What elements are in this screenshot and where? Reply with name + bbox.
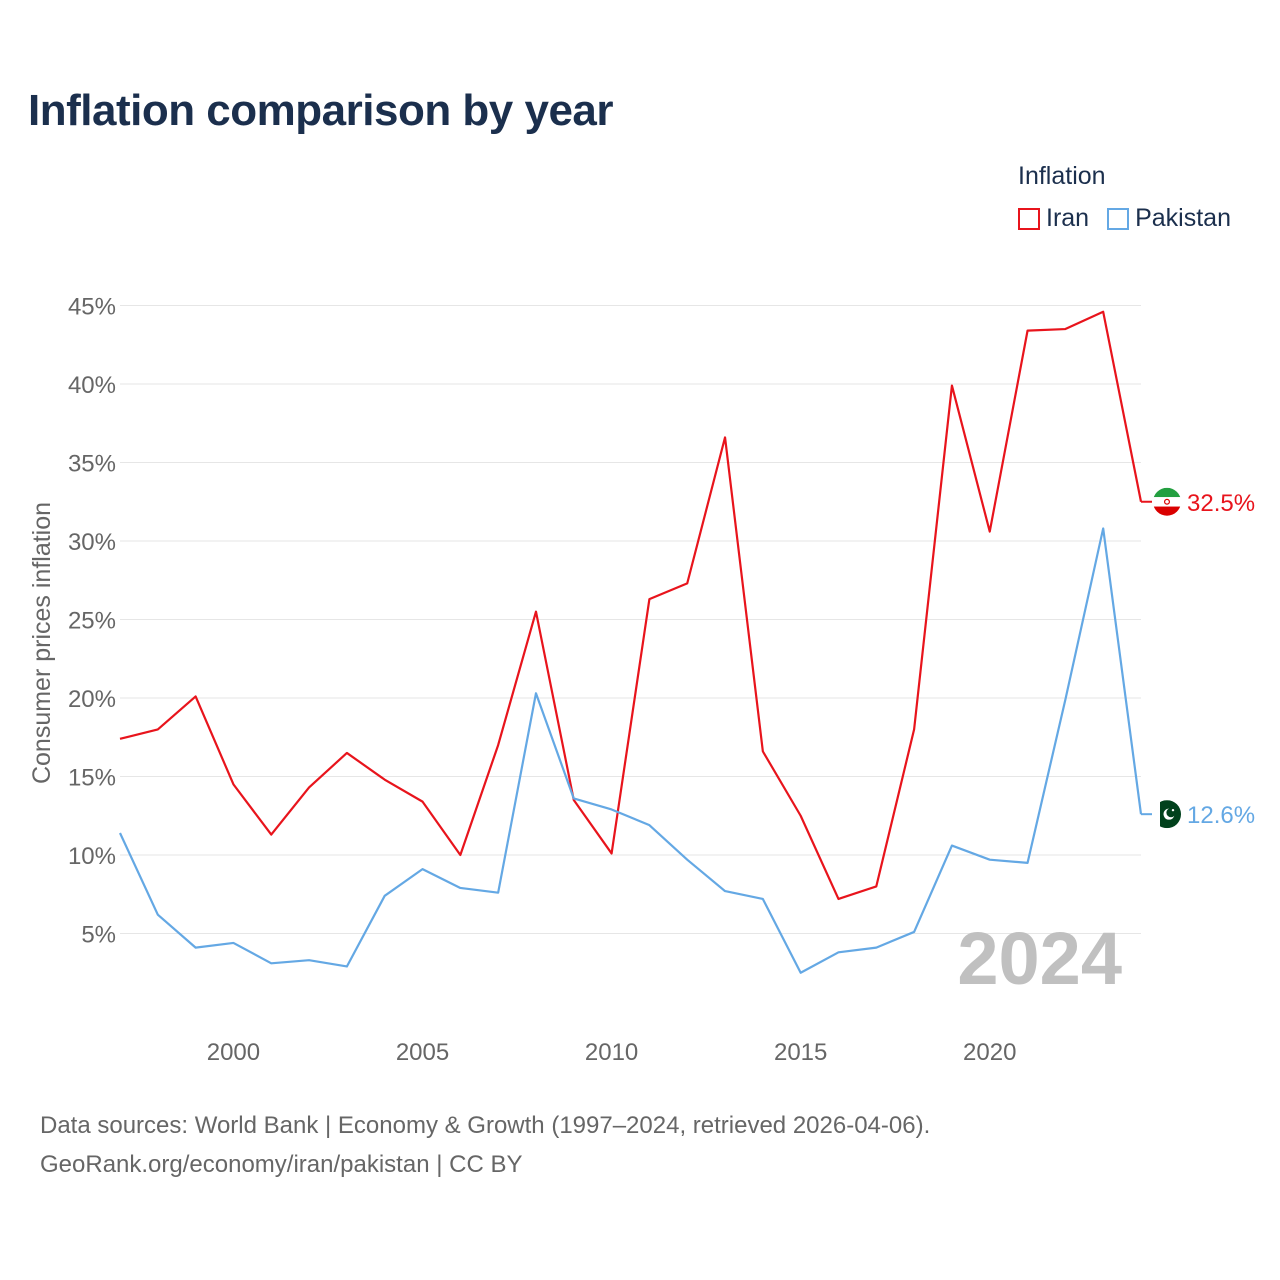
x-tick-label-2020: 2020 bbox=[963, 1039, 1016, 1066]
legend-swatch-iran bbox=[1018, 207, 1040, 230]
y-tick-label-20: 20% bbox=[68, 686, 116, 713]
series-line-iran bbox=[119, 310, 1143, 901]
legend-label-pakistan: Pakistan bbox=[1135, 204, 1231, 232]
pakistan-flag-icon bbox=[1153, 800, 1181, 829]
y-axis-label: Consumer prices inflation bbox=[28, 502, 56, 784]
legend-item-iran[interactable]: Iran bbox=[1018, 204, 1089, 233]
x-tick-label-2015: 2015 bbox=[774, 1039, 827, 1066]
y-tick-label-15: 15% bbox=[68, 765, 116, 792]
x-tick-label-2005: 2005 bbox=[396, 1039, 449, 1066]
y-tick-label-40: 40% bbox=[68, 372, 116, 399]
y-tick-label-25: 25% bbox=[68, 608, 116, 635]
footer-sources: Data sources: World Bank | Economy & Gro… bbox=[40, 1112, 931, 1139]
legend-item-pakistan[interactable]: Pakistan bbox=[1107, 204, 1231, 233]
series-lines bbox=[119, 310, 1143, 974]
footer-link[interactable]: GeoRank.org/economy/iran/pakistan | CC B… bbox=[40, 1151, 523, 1178]
series-end-labels: 32.5% 12.6% bbox=[1141, 487, 1255, 829]
x-tick-label-2010: 2010 bbox=[585, 1039, 638, 1066]
y-tick-label-5: 5% bbox=[81, 922, 116, 949]
chart-title: Inflation comparison by year bbox=[28, 86, 614, 135]
footer: Data sources: World Bank | Economy & Gro… bbox=[40, 1106, 930, 1184]
legend-label-iran: Iran bbox=[1046, 204, 1090, 232]
x-axis-ticks: 2000 2005 2010 2015 2020 bbox=[207, 1039, 1017, 1066]
iran-flag-icon bbox=[1153, 487, 1181, 516]
legend: Iran Pakistan bbox=[1018, 204, 1249, 233]
x-tick-label-2000: 2000 bbox=[207, 1039, 260, 1066]
end-label-pakistan: 12.6% bbox=[1187, 802, 1255, 829]
y-tick-label-30: 30% bbox=[68, 529, 116, 556]
y-tick-label-45: 45% bbox=[68, 294, 116, 321]
y-axis-ticks: 5% 10% 15% 20% 25% 30% 35% 40% 45% bbox=[68, 294, 116, 949]
end-label-iran: 32.5% bbox=[1187, 490, 1255, 517]
y-tick-label-10: 10% bbox=[68, 843, 116, 870]
series-line-pakistan bbox=[119, 527, 1143, 974]
grid-lines bbox=[120, 305, 1141, 934]
legend-title: Inflation bbox=[1018, 162, 1106, 190]
year-watermark: 2024 bbox=[957, 917, 1122, 1000]
y-tick-label-35: 35% bbox=[68, 451, 116, 478]
legend-swatch-pakistan bbox=[1107, 207, 1130, 230]
